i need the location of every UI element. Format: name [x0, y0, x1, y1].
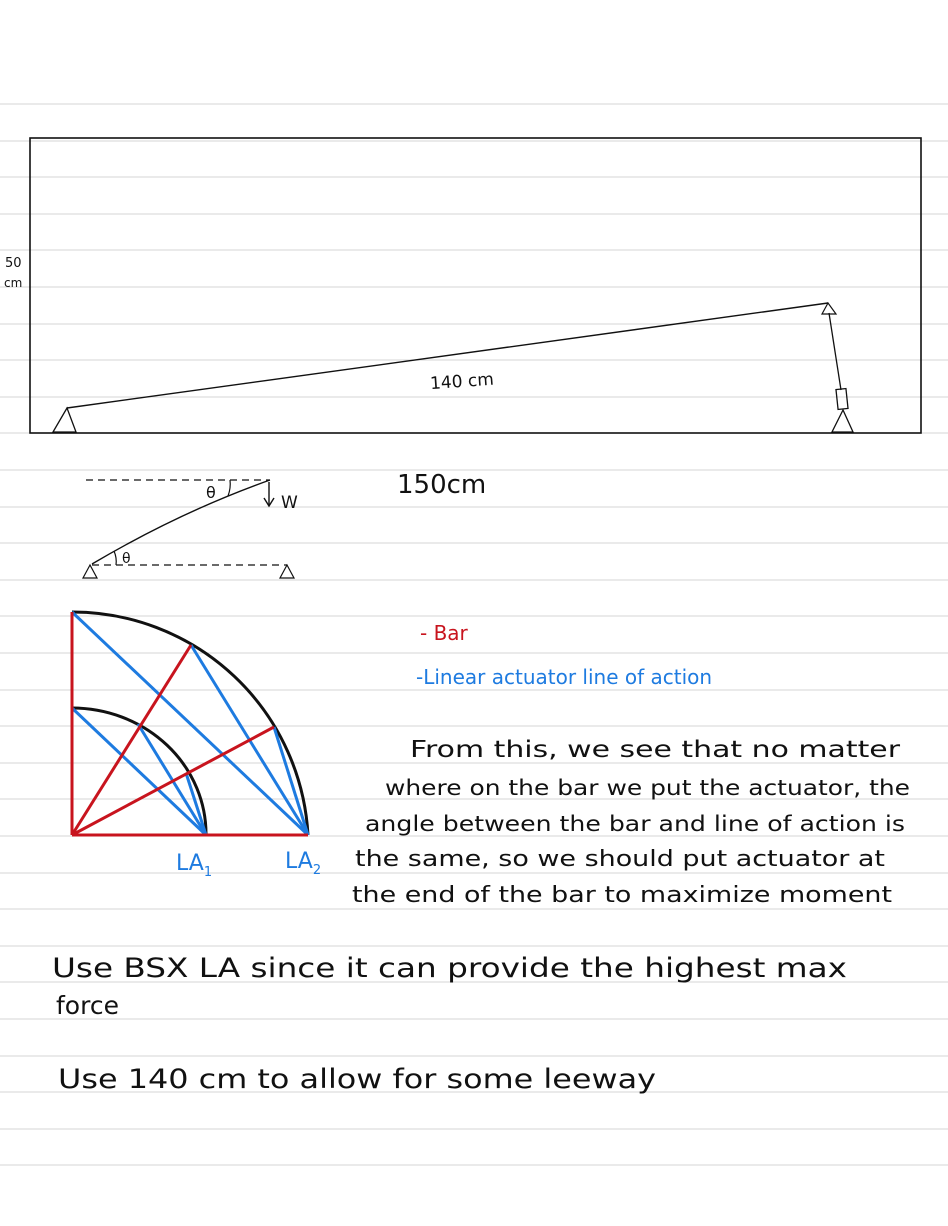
actuator-body: [835, 387, 849, 411]
bar-length-label: 140 cm: [429, 370, 494, 394]
bottom-angle-arc: [113, 550, 117, 566]
actuator-line: [136, 723, 208, 836]
bar-lines: [70, 612, 308, 837]
sketch-left-pivot: [81, 563, 99, 579]
paragraph-line: angle between the bar and line of action…: [365, 812, 905, 836]
frame-rectangle: [29, 137, 922, 434]
bar-diagonal: [71, 725, 275, 837]
paragraph-line: where on the bar we put the actuator, th…: [385, 776, 910, 800]
actuator-line: [70, 610, 310, 837]
sketch-right-pivot: [278, 563, 296, 579]
actuator-line: [272, 726, 310, 836]
angle-theta-bottom: θ: [122, 551, 131, 567]
bar-line: [66, 302, 829, 409]
top-diagram: 50 cm 140 cm: [4, 137, 922, 434]
legend-actuator-label: -Linear actuator line of action: [416, 665, 712, 689]
legend-bar-label: - Bar: [420, 621, 469, 645]
outer-arc: [71, 610, 310, 836]
height-label-number: 50: [5, 256, 22, 271]
sketch-bar: [91, 479, 271, 565]
width-label: 150cm: [397, 470, 486, 500]
actuator-rod: [828, 312, 842, 391]
paragraph-line: From this, we see that no matter: [410, 737, 901, 763]
bar-diagonal: [70, 644, 193, 836]
conclusions: Use BSX LA since it can provide the high…: [52, 953, 847, 1095]
actuator-top-joint: [820, 301, 838, 315]
angle-theta-top: θ: [206, 483, 216, 502]
conclusion-2: Use 140 cm to allow for some leeway: [58, 1064, 656, 1095]
inner-arc: [71, 706, 208, 836]
height-label-unit: cm: [4, 276, 22, 290]
left-pivot-triangle: [51, 406, 77, 433]
notes-paragraph: From this, we see that no matter where o…: [352, 737, 910, 908]
legend: - Bar -Linear actuator line of action: [416, 621, 712, 689]
weight-arrow-head: [263, 497, 275, 508]
paragraph-line: the end of the bar to maximize moment: [352, 883, 892, 908]
ruled-lines: [0, 103, 948, 1166]
la2-label: LA2: [285, 849, 321, 878]
actuator-line: [70, 706, 208, 837]
force-sketch: θ θ W: [81, 479, 298, 579]
quarter-circle-diagram: LA1 LA2: [70, 610, 321, 880]
paragraph-line: the same, so we should put actuator at: [355, 847, 885, 872]
weight-label: W: [281, 493, 298, 513]
conclusion-1-line-1: Use BSX LA since it can provide the high…: [52, 953, 847, 984]
right-pivot-triangle: [830, 408, 855, 433]
top-angle-arc: [227, 479, 231, 497]
la1-label: LA1: [176, 851, 212, 880]
actuator-line: [184, 772, 208, 836]
conclusion-1-line-2: force: [56, 991, 119, 1020]
